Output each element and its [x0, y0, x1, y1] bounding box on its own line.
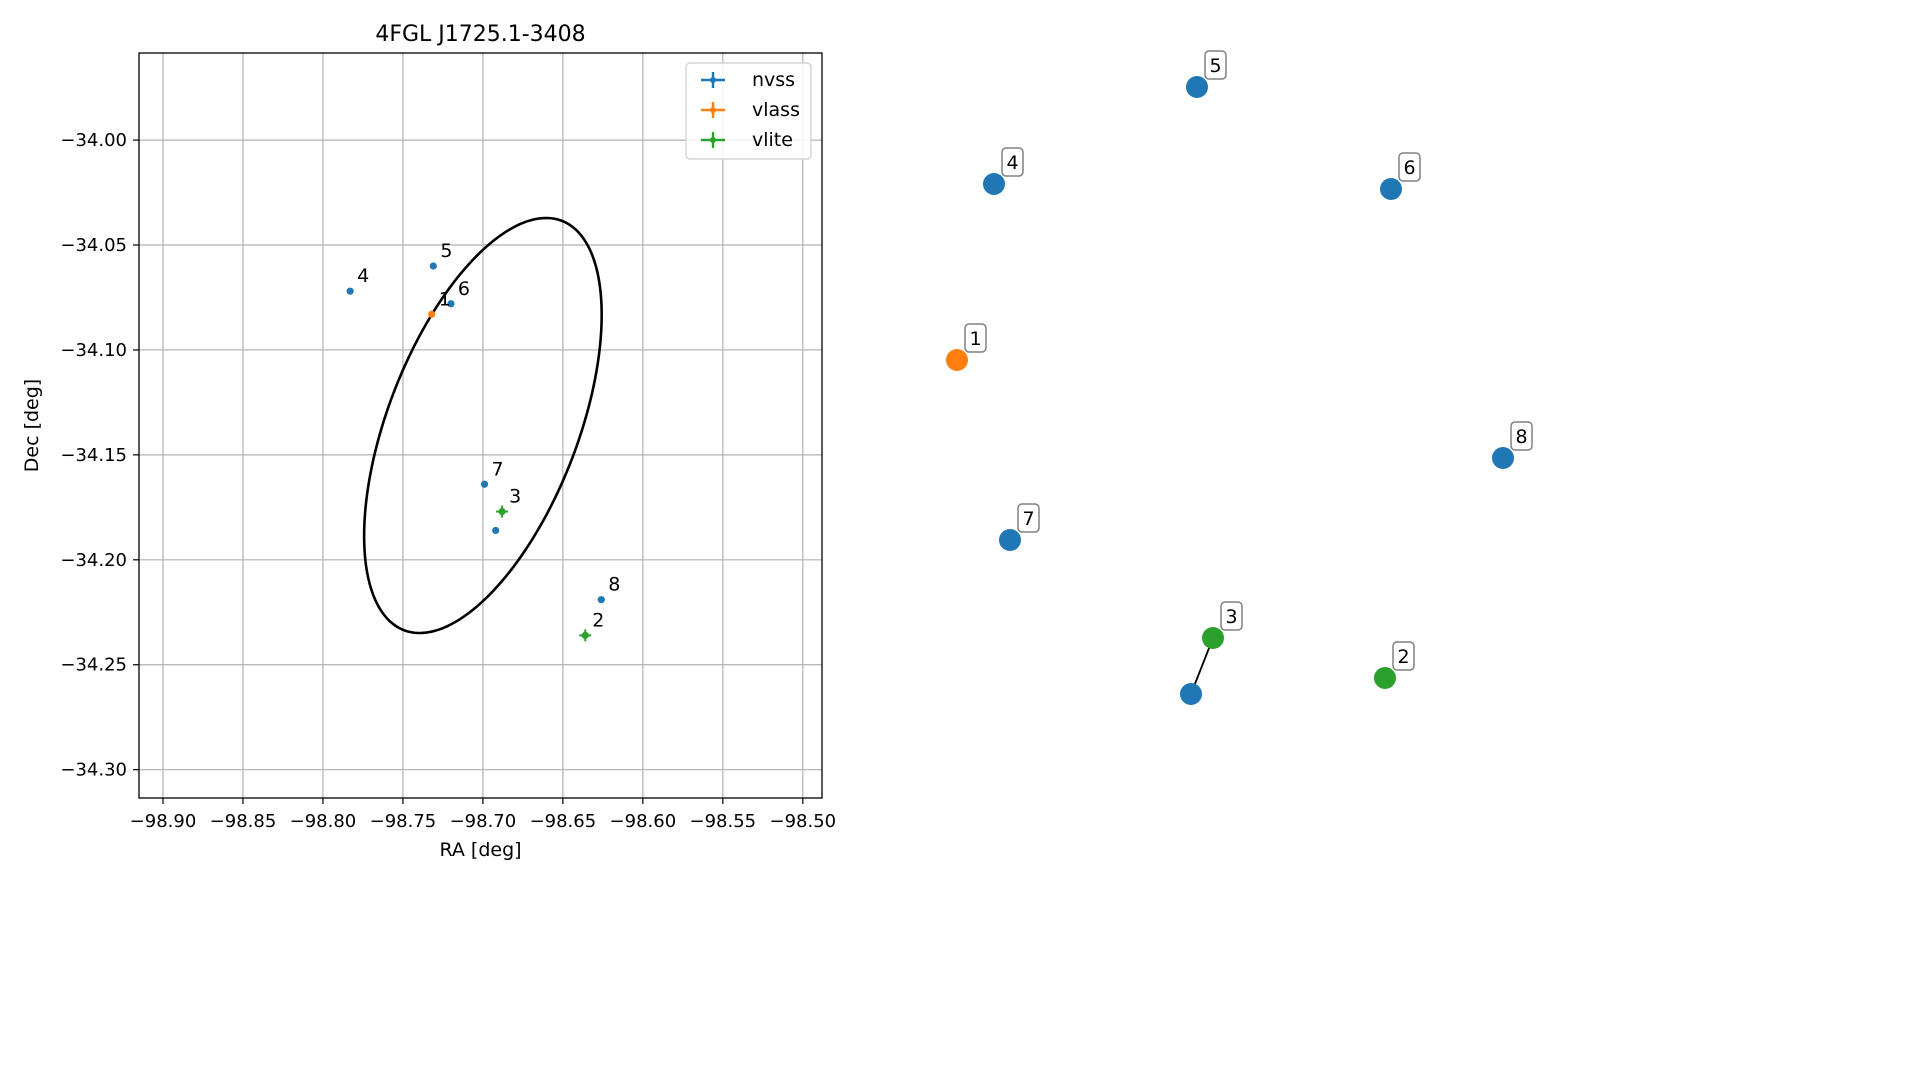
point-label: 2 [1397, 646, 1409, 668]
y-tick-label: −34.15 [60, 445, 127, 466]
zoomed-sources-panel: 5 4 6 1 8 7 3 2 [946, 50, 1533, 705]
vlass-point [428, 310, 436, 318]
y-tick-label: −34.10 [60, 340, 127, 361]
point-label: 8 [1515, 426, 1527, 448]
point-label: 6 [458, 278, 470, 300]
y-tick-label: −34.05 [60, 235, 127, 256]
nvss-point [1186, 76, 1208, 98]
point-label: 5 [1209, 55, 1221, 77]
x-tick-label: −98.55 [690, 811, 757, 832]
y-axis-label: Dec [deg] [21, 379, 43, 472]
legend-label: vlite [752, 129, 793, 151]
grid [139, 53, 822, 798]
point-label: 6 [1403, 157, 1415, 179]
nvss-point [492, 526, 500, 535]
data-points: 4 56 7 8 1 3 2 [346, 240, 620, 642]
x-tick-label: −98.70 [450, 811, 517, 832]
y-tick-label: −34.00 [60, 130, 127, 151]
legend-marker [710, 107, 716, 113]
error-ellipse-path [362, 216, 603, 635]
point-label: 7 [1022, 508, 1034, 530]
point-label: 8 [608, 574, 620, 596]
x-tick-label: −98.60 [610, 811, 677, 832]
nvss-point [1492, 447, 1514, 469]
x-tick-label: −98.90 [130, 811, 197, 832]
label-box [1392, 641, 1415, 671]
vlite-point [498, 507, 506, 516]
x-axis-label: RA [deg] [439, 839, 521, 861]
point-label: 2 [592, 609, 604, 631]
nvss-point [597, 596, 605, 604]
x-tick-label: −98.80 [290, 811, 357, 832]
point-label: 5 [440, 240, 452, 262]
label-box [1017, 503, 1040, 533]
point-label: 1 [439, 288, 451, 310]
label-box [1204, 50, 1227, 80]
label-box [1220, 601, 1243, 631]
plot-frame [138, 52, 823, 799]
error-ellipse [362, 216, 603, 635]
chart-title: 4FGL J1725.1-3408 [375, 22, 585, 47]
nvss-point [999, 529, 1021, 551]
legend-marker [710, 137, 716, 143]
label-box [1510, 421, 1533, 451]
point-label: 3 [509, 486, 521, 508]
legend-label: nvss [752, 69, 795, 91]
point-label: 4 [1006, 152, 1018, 174]
x-tick-label: −98.50 [769, 811, 836, 832]
plot-area [139, 53, 822, 798]
nvss-point [1180, 683, 1202, 705]
legend-label: vlass [752, 99, 800, 121]
y-tick-label: −34.25 [60, 655, 127, 676]
vlite-point [1202, 627, 1224, 649]
label-box [1398, 152, 1421, 182]
label-box [1001, 147, 1024, 177]
nvss-point [429, 262, 437, 270]
point-label: 3 [1225, 606, 1237, 628]
legend: nvss vlass vlite [685, 62, 812, 160]
x-tick-label: −98.85 [210, 811, 277, 832]
vlass-point [946, 349, 968, 371]
vlite-point [1374, 667, 1396, 689]
y-axis-ticks: −34.00 −34.05 −34.10 −34.15 −34.20 −34.25 −34.… [60, 130, 139, 781]
x-tick-label: −98.75 [370, 811, 437, 832]
legend-marker [710, 77, 716, 83]
nvss-point [346, 287, 354, 295]
legend-box [685, 62, 812, 160]
nvss-point [480, 480, 489, 488]
nvss-point [983, 173, 1005, 195]
x-axis-ticks: −98.90 −98.85 −98.80 −98.75 −98.70 −98.65 −98.… [130, 798, 836, 832]
y-tick-label: −34.20 [60, 550, 127, 571]
vlite-point [581, 631, 589, 639]
point-label: 7 [491, 458, 503, 480]
nvss-point [447, 300, 455, 308]
y-tick-label: −34.30 [60, 760, 127, 781]
point-label: 4 [357, 265, 369, 287]
x-tick-label: −98.65 [530, 811, 597, 832]
point-label: 1 [969, 328, 981, 350]
nvss-point [1380, 178, 1402, 200]
label-box [964, 323, 987, 353]
